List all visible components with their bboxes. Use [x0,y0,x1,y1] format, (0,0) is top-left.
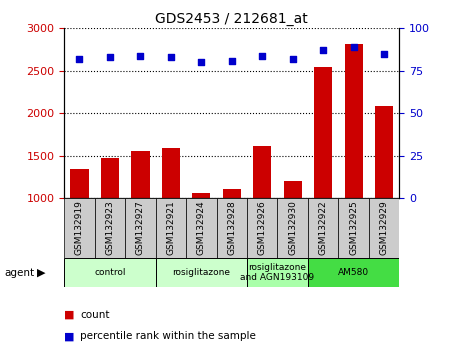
Bar [314,67,332,283]
Point [381,51,388,57]
Bar [375,105,393,283]
Text: count: count [80,310,110,320]
Text: GSM132925: GSM132925 [349,200,358,255]
Point [228,58,235,63]
Text: ■: ■ [64,331,75,341]
Bar [247,198,278,258]
Bar [284,181,302,283]
Text: GSM132919: GSM132919 [75,200,84,255]
Text: GSM132922: GSM132922 [319,200,328,255]
Text: GSM132923: GSM132923 [106,200,114,255]
Text: percentile rank within the sample: percentile rank within the sample [80,331,256,341]
Text: GSM132929: GSM132929 [380,200,389,255]
Text: GSM132926: GSM132926 [258,200,267,255]
Point [350,44,357,50]
Point [319,47,327,53]
Text: GSM132928: GSM132928 [227,200,236,255]
Bar [278,198,308,258]
Text: GSM132924: GSM132924 [197,200,206,255]
Bar [338,198,369,258]
Bar [186,198,217,258]
Bar [247,258,308,287]
Text: control: control [94,268,126,277]
Point [258,53,266,58]
Bar [217,198,247,258]
Bar [101,158,119,283]
Bar [131,151,150,283]
Bar [223,189,241,283]
Text: GSM132927: GSM132927 [136,200,145,255]
Bar [369,198,399,258]
Text: AM580: AM580 [338,268,369,277]
Point [106,55,114,60]
Bar [308,258,399,287]
Point [198,59,205,65]
Bar [70,169,89,283]
Text: rosiglitazone: rosiglitazone [172,268,230,277]
Text: ■: ■ [64,310,75,320]
Point [137,53,144,58]
Bar [345,44,363,283]
Title: GDS2453 / 212681_at: GDS2453 / 212681_at [156,12,308,26]
Text: ▶: ▶ [37,268,45,278]
Point [76,56,83,62]
Bar [308,198,338,258]
Text: GSM132921: GSM132921 [166,200,175,255]
Bar [64,258,156,287]
Text: rosiglitazone
and AGN193109: rosiglitazone and AGN193109 [241,263,314,282]
Bar [125,198,156,258]
Bar [156,198,186,258]
Point [167,55,174,60]
Text: agent: agent [5,268,35,278]
Bar [162,148,180,283]
Text: GSM132930: GSM132930 [288,200,297,255]
Bar [64,198,95,258]
Bar [95,198,125,258]
Bar [156,258,247,287]
Point [289,56,297,62]
Bar [192,193,211,283]
Bar [253,145,271,283]
